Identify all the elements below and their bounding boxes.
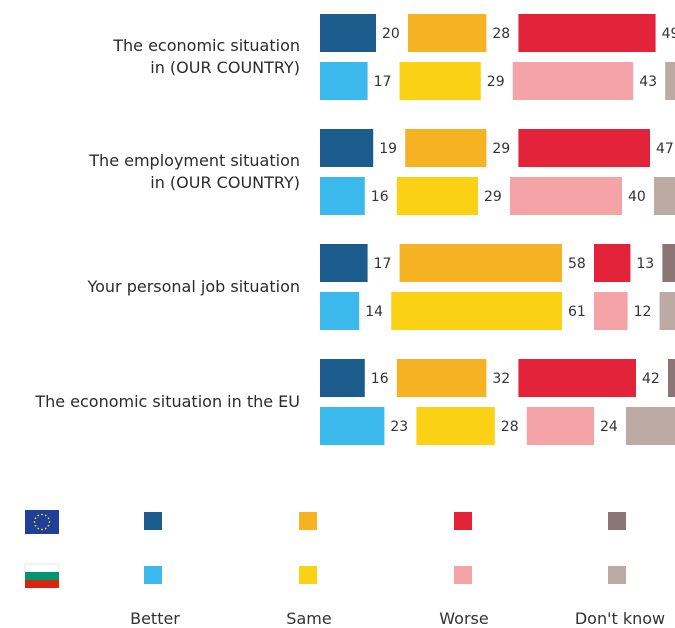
bar-better-eu-flag (320, 14, 376, 52)
legend-swatch (608, 512, 626, 530)
bar-worse-bulgaria-flag (594, 292, 628, 330)
legend-label: Don't know (575, 609, 665, 628)
data-label: 16 (371, 189, 389, 205)
legend-label: Worse (439, 609, 488, 628)
category-label: The economic situation in the EU (34, 392, 300, 411)
data-label: 19 (379, 141, 397, 157)
data-label: 17 (374, 74, 392, 90)
legend-swatch (144, 566, 162, 584)
data-label: 16 (371, 371, 389, 387)
data-label: 14 (365, 304, 383, 320)
data-label: 29 (492, 141, 510, 157)
legend-swatch (144, 512, 162, 530)
bar-better-eu-flag (320, 359, 365, 397)
bar-worse-eu-flag (518, 129, 650, 167)
data-label: 47 (656, 141, 674, 157)
bar-worse-bulgaria-flag (510, 177, 622, 215)
bar-same-eu-flag (399, 244, 562, 282)
legend-swatch (454, 512, 472, 530)
data-label: 20 (382, 26, 400, 42)
bar-better-eu-flag (320, 129, 374, 167)
data-label: 23 (390, 419, 408, 435)
data-label: 12 (634, 304, 652, 320)
category-label: Your personal job situation (86, 277, 300, 296)
data-label: 42 (642, 371, 660, 387)
category-label: in (OUR COUNTRY) (150, 173, 300, 192)
data-label: 61 (568, 304, 586, 320)
data-label: 17 (374, 256, 392, 272)
legend-swatch (608, 566, 626, 584)
legend-swatch (454, 566, 472, 584)
legend-label: Better (130, 609, 180, 628)
category-label: in (OUR COUNTRY) (150, 58, 300, 77)
data-label: 32 (492, 371, 510, 387)
bulgaria-flag-icon (24, 563, 60, 589)
eu-flag-icon (25, 510, 59, 534)
bar-same-bulgaria-flag (391, 292, 562, 330)
bar-better-bulgaria-flag (320, 292, 360, 330)
bar-don-t-know-bulgaria-flag (626, 407, 675, 445)
bar-don-t-know-eu-flag (662, 244, 675, 282)
bar-same-eu-flag (405, 129, 487, 167)
bar-same-eu-flag (396, 359, 487, 397)
bar-worse-eu-flag (518, 359, 636, 397)
bar-don-t-know-bulgaria-flag (654, 177, 675, 215)
bar-don-t-know-bulgaria-flag (659, 292, 675, 330)
bar-same-bulgaria-flag (396, 177, 478, 215)
category-label: The economic situation (112, 36, 300, 55)
data-label: 28 (501, 419, 519, 435)
bar-better-bulgaria-flag (320, 62, 368, 100)
legend-swatch (299, 566, 317, 584)
data-label: 40 (628, 189, 646, 205)
bar-same-bulgaria-flag (399, 62, 481, 100)
data-label: 13 (636, 256, 654, 272)
bar-worse-bulgaria-flag (512, 62, 634, 100)
category-label: The employment situation (88, 151, 300, 170)
legend-label: Same (286, 609, 331, 628)
data-label: 28 (492, 26, 510, 42)
data-label: 29 (487, 74, 505, 90)
bar-worse-eu-flag (594, 244, 631, 282)
bar-worse-eu-flag (518, 14, 656, 52)
bar-same-eu-flag (408, 14, 487, 52)
bar-better-bulgaria-flag (320, 407, 385, 445)
bar-better-eu-flag (320, 244, 368, 282)
data-label: 58 (568, 256, 586, 272)
bar-don-t-know-bulgaria-flag (665, 62, 675, 100)
bar-same-bulgaria-flag (416, 407, 495, 445)
data-label: 49 (662, 26, 675, 42)
bar-better-bulgaria-flag (320, 177, 365, 215)
data-label: 29 (484, 189, 502, 205)
data-label: 24 (600, 419, 618, 435)
legend-swatch (299, 512, 317, 530)
bar-don-t-know-eu-flag (668, 359, 675, 397)
bar-worse-bulgaria-flag (526, 407, 594, 445)
data-label: 43 (639, 74, 657, 90)
